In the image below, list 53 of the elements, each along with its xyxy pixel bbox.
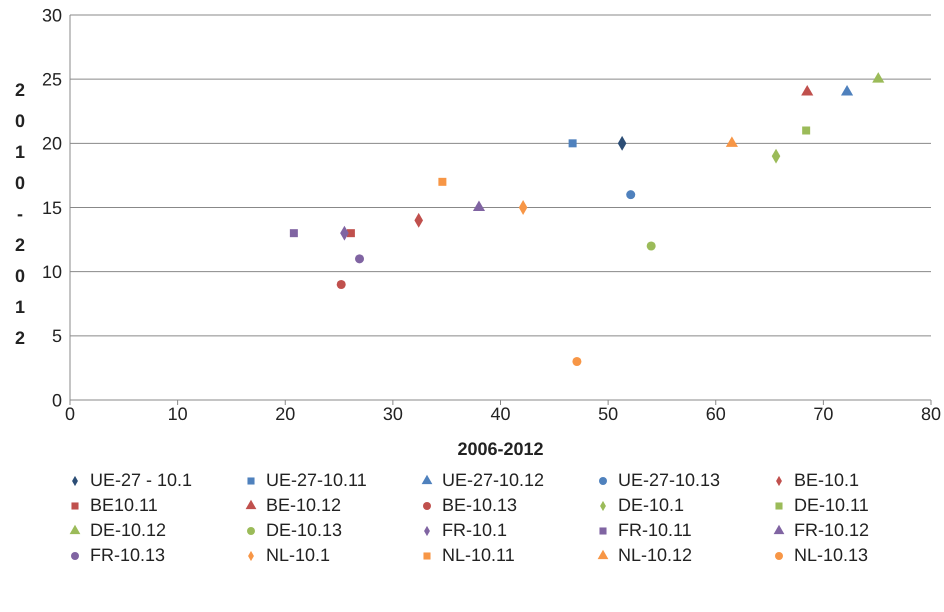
legend-label: DE-10.1: [618, 495, 684, 516]
legend-label: UE-27 - 10.1: [90, 470, 192, 491]
x-tick-label: 0: [64, 404, 76, 424]
x-tick-label: 50: [598, 404, 618, 424]
point: [646, 241, 656, 251]
point: [336, 280, 346, 290]
point: [346, 229, 355, 238]
legend-label: NL-10.1: [266, 545, 330, 566]
legend-label: FR-10.13: [90, 545, 166, 566]
legend-label: DE-10.12: [90, 520, 166, 541]
point: [840, 84, 854, 96]
legend-label: BE-10.13: [442, 495, 518, 516]
y-tick-label: 10: [42, 262, 62, 282]
x-tick-label: 60: [706, 404, 726, 424]
point: [726, 136, 738, 147]
x-tick-label: 10: [168, 404, 188, 424]
legend-label: NL-10.11: [442, 545, 515, 566]
y-tick-label: 0: [52, 390, 62, 410]
legend-label: FR-10.11: [618, 520, 692, 541]
point: [801, 84, 814, 96]
point: [626, 190, 636, 200]
legend-label: UE-27-10.11: [266, 470, 367, 491]
x-tick-label: 40: [490, 404, 511, 424]
x-axis-title: 2006-2012: [457, 439, 544, 459]
text: 2010-2012: [14, 80, 25, 348]
legend-label: FR-10.12: [794, 520, 870, 541]
legend-label: NL-10.12: [618, 545, 692, 566]
legend-label: DE-10.13: [266, 520, 342, 541]
point: [290, 229, 298, 238]
y-tick-label: 20: [42, 134, 62, 154]
legend-label: UE-27-10.12: [442, 470, 544, 491]
legend-label: UE-27-10.13: [618, 470, 720, 491]
x-tick-label: 20: [275, 404, 296, 424]
point: [568, 139, 577, 148]
y-tick-label: 25: [42, 70, 62, 90]
legend-label: BE10.11: [90, 495, 158, 516]
legend-label: FR-10.1: [442, 520, 508, 541]
point: [572, 356, 582, 366]
point: [872, 72, 884, 83]
legend-label: BE-10.1: [794, 470, 860, 491]
legend-label: NL-10.13: [794, 545, 868, 566]
legend-label: BE-10.12: [266, 495, 342, 516]
y-tick-label: 15: [42, 198, 62, 218]
legend-label: DE-10.11: [794, 495, 869, 516]
y-tick-label: 5: [52, 326, 62, 346]
y-tick-label: 30: [42, 5, 62, 26]
point: [438, 178, 446, 186]
x-tick-label: 70: [813, 404, 834, 424]
x-tick-label: 30: [382, 404, 403, 424]
point: [472, 200, 486, 212]
x-tick-label: 80: [920, 404, 942, 424]
point: [802, 126, 810, 134]
point: [354, 254, 364, 264]
